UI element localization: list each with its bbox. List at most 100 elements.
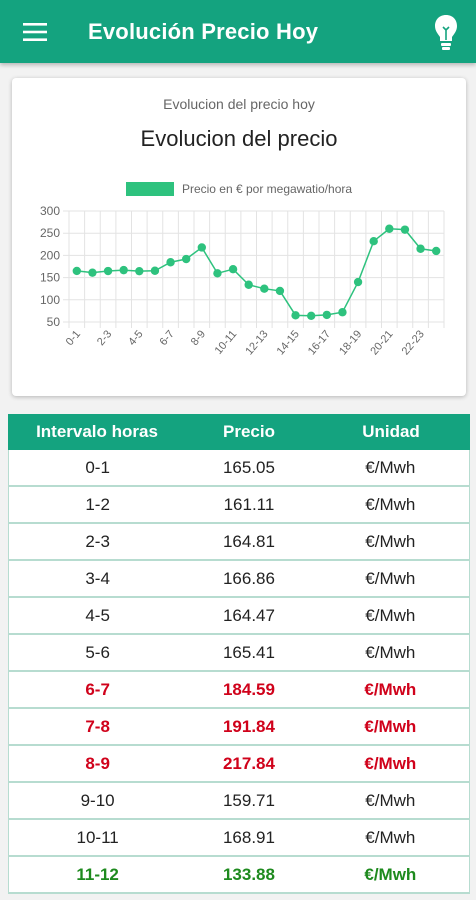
legend-label: Precio en € por megawatio/hora: [181, 182, 353, 196]
cell-unit: €/Mwh: [365, 642, 416, 662]
cell-price: 184.59: [222, 679, 275, 699]
x-tick-label: 18-19: [337, 328, 364, 357]
menu-button[interactable]: [0, 0, 70, 63]
cell-unit: €/Mwh: [364, 753, 417, 773]
x-tick-label: 12-13: [243, 328, 270, 357]
price-table: Intervalo horas Precio Unidad 0-1 165.05 €…: [8, 414, 470, 894]
x-tick-label: 2-3: [95, 328, 114, 348]
cell-price: 168.91: [222, 827, 275, 847]
cell-unit: €/Mwh: [365, 457, 416, 477]
data-point: [135, 266, 144, 276]
cell-unit: €/Mwh: [365, 605, 416, 625]
data-point: [306, 311, 316, 320]
cell-unit: €/Mwh: [365, 827, 416, 847]
table-row: 1-2 161.11 €/Mwh: [8, 487, 470, 524]
x-tick-label: 22-23: [400, 328, 427, 357]
y-tick-label: 50: [47, 315, 61, 329]
y-tick-label: 300: [40, 204, 60, 218]
cell-unit: €/Mwh: [364, 716, 417, 736]
data-point: [181, 254, 191, 264]
x-tick-label: 6-7: [157, 328, 176, 348]
chart-subtitle: Evolucion del precio hoy: [163, 96, 315, 112]
app-bar: Evolución Precio Hoy: [0, 0, 476, 63]
chart-legend[interactable]: Precio en € por megawatio/hora: [12, 182, 466, 196]
x-tick-label: 0-1: [64, 328, 83, 348]
chart-title: Evolucion del precio: [140, 126, 338, 151]
header-unit: Unidad: [362, 422, 420, 441]
data-point: [369, 236, 378, 246]
data-point: [400, 225, 410, 234]
table-row: 5-6 165.41 €/Mwh: [8, 635, 470, 672]
x-tick-label: 14-15: [275, 328, 302, 357]
data-point: [150, 266, 160, 275]
hamburger-menu-icon: [23, 22, 47, 41]
cell-price: 166.86: [222, 568, 275, 588]
data-point: [213, 269, 222, 278]
table-row: 0-1 165.05 €/Mwh: [8, 450, 470, 487]
table-row: 11-12 133.88 €/Mwh: [8, 857, 470, 894]
cell-interval: 6-7: [85, 679, 110, 699]
cell-price: 191.84: [222, 716, 275, 736]
data-point: [385, 224, 394, 233]
table-row: 10-11 168.91 €/Mwh: [8, 820, 470, 857]
table-row: 9-10 159.71 €/Mwh: [8, 783, 470, 820]
data-point: [244, 280, 253, 289]
table-row: 2-3 164.81 €/Mwh: [8, 524, 470, 561]
lightbulb-button[interactable]: [416, 0, 476, 63]
data-point: [353, 277, 363, 287]
x-tick-label: 8-9: [189, 328, 208, 348]
table-body: 0-1 165.05 €/Mwh 1-2 161.11 €/Mwh 2-3 164.81 €/M…: [8, 450, 470, 894]
data-point: [197, 243, 207, 252]
table-row: 6-7 184.59 €/Mwh: [8, 672, 470, 709]
data-point: [260, 284, 269, 293]
lightbulb-icon: [435, 14, 457, 50]
y-tick-label: 150: [40, 271, 60, 285]
header-price: Precio: [223, 422, 275, 441]
data-point: [275, 286, 285, 296]
data-point: [119, 265, 128, 275]
data-point: [431, 246, 441, 256]
cell-interval: 4-5: [85, 605, 110, 625]
cell-price: 159.71: [222, 790, 275, 810]
y-tick-label: 250: [40, 226, 60, 240]
cell-interval: 1-2: [85, 494, 110, 514]
cell-price: 165.41: [222, 642, 275, 662]
cell-unit: €/Mwh: [365, 494, 416, 514]
x-tick-label: 4-5: [126, 328, 145, 348]
price-line-chart: 50 100 150 200 250 300 0-1 2-3 4-5 6-7 8-9 10-11 12-…: [40, 204, 445, 357]
x-tick-label: 10-11: [213, 328, 240, 357]
cell-interval: 7-8: [85, 716, 110, 736]
cell-interval: 0-1: [85, 457, 110, 477]
cell-price: 133.88: [222, 864, 275, 884]
y-tick-label: 100: [40, 293, 60, 307]
cell-price: 217.84: [222, 753, 275, 773]
cell-interval: 3-4: [85, 568, 110, 588]
x-tick-label: 16-17: [306, 328, 333, 357]
y-tick-label: 200: [40, 248, 60, 262]
x-tick-label: 20-21: [368, 328, 395, 357]
table-row: 7-8 191.84 €/Mwh: [8, 709, 470, 746]
table-row: 4-5 164.47 €/Mwh: [8, 598, 470, 635]
cell-price: 165.05: [222, 457, 275, 477]
cell-interval: 11-12: [76, 864, 119, 884]
data-point: [416, 244, 425, 253]
cell-unit: €/Mwh: [364, 864, 417, 884]
data-point: [322, 310, 332, 320]
cell-unit: €/Mwh: [364, 679, 417, 699]
header-interval: Intervalo horas: [36, 422, 158, 441]
cell-interval: 2-3: [85, 531, 110, 551]
legend-swatch: [125, 182, 174, 196]
cell-interval: 8-9: [85, 753, 110, 773]
cell-interval: 5-6: [85, 642, 110, 662]
data-point: [166, 258, 175, 267]
app-title: Evolución Precio Hoy: [88, 18, 319, 44]
chart-card: Evolucion del precio hoy Evolucion del p…: [12, 78, 466, 396]
cell-price: 164.81: [222, 531, 275, 551]
data-point: [103, 266, 113, 276]
cell-unit: €/Mwh: [365, 531, 416, 551]
data-point: [88, 268, 97, 277]
data-point: [72, 266, 82, 276]
cell-price: 161.11: [223, 494, 275, 514]
cell-interval: 9-10: [80, 790, 115, 810]
table-header: Intervalo horas Precio Unidad: [8, 414, 470, 450]
